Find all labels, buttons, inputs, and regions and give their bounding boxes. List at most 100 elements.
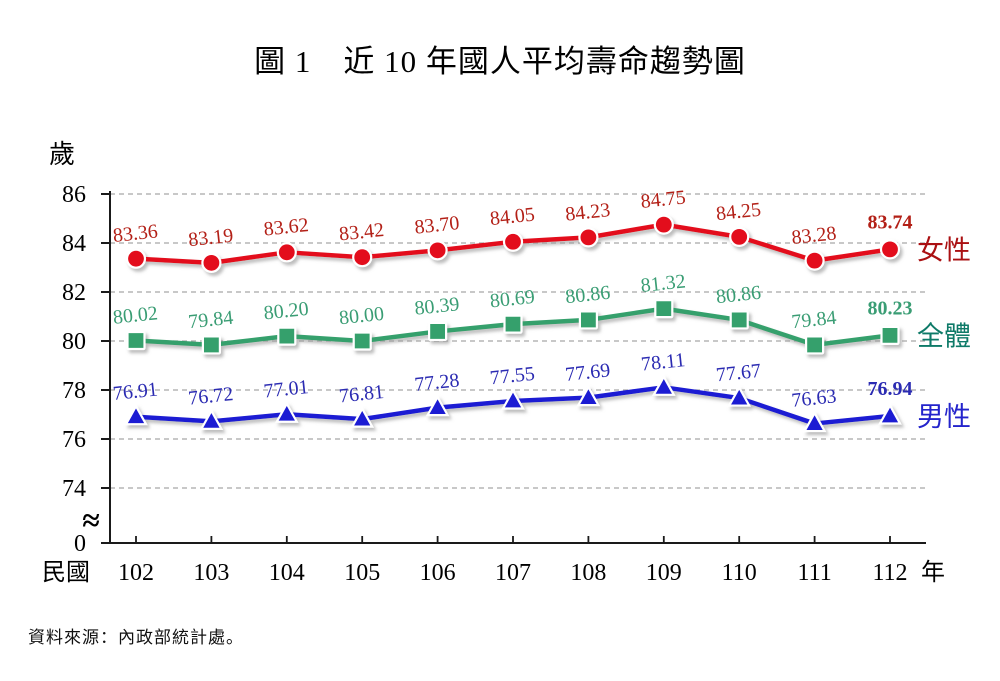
data-point-marker: [880, 325, 900, 345]
data-point-marker: [350, 406, 375, 428]
x-tick-label: 109: [646, 560, 682, 586]
x-tick-label: 108: [570, 560, 606, 586]
data-point-label: 78.11: [640, 349, 686, 376]
data-labels: 83.36 83.19 83.62 83.42 83.70 84.05 84.23 84.75…: [112, 186, 971, 432]
data-point-label: 83.62: [263, 214, 310, 241]
data-point-marker: [124, 403, 148, 426]
data-point-label: 84.75: [640, 186, 687, 213]
data-point-label: 77.28: [413, 369, 460, 396]
x-axis-suffix-label: 年: [921, 559, 945, 586]
data-point-label: 77.01: [263, 376, 310, 403]
data-point-marker: [352, 331, 372, 351]
data-point-marker: [277, 326, 297, 346]
data-point-label: 76.94: [868, 378, 913, 400]
data-point-label: 80.69: [489, 286, 536, 313]
data-point-label: 79.84: [790, 307, 837, 334]
y-axis-unit-label: 歲: [49, 140, 75, 169]
data-point-marker: [729, 226, 750, 247]
data-series: [124, 214, 902, 433]
data-point-marker: [804, 335, 825, 355]
data-point-label: 83.42: [338, 219, 385, 246]
y-tick-label: 80: [62, 329, 86, 355]
series-name-label-男性: 男性: [917, 402, 971, 432]
x-axis-prefix-label: 民國: [42, 560, 90, 586]
y-tick-label: 78: [62, 378, 86, 404]
data-point-marker: [428, 321, 448, 342]
series-全體: [126, 299, 900, 355]
data-point-marker: [578, 310, 599, 330]
data-point-marker: [502, 231, 524, 252]
data-point-marker: [425, 394, 450, 417]
y-tick-label: 82: [62, 280, 86, 306]
data-point-label: 79.84: [187, 307, 234, 334]
data-point-marker: [727, 385, 752, 407]
series-name-label-全體: 全體: [917, 321, 971, 351]
series-男性: [124, 374, 902, 433]
y-tick-label: 84: [62, 231, 86, 257]
data-point-label: 76.72: [187, 383, 234, 410]
source-note: 資料來源：內政部統計處。: [28, 628, 244, 647]
data-point-label: 80.39: [413, 293, 460, 320]
x-tick-label: 102: [118, 560, 154, 586]
data-point-marker: [653, 214, 674, 235]
data-point-label: 84.05: [489, 204, 536, 231]
data-point-label: 83.28: [790, 222, 837, 249]
data-point-marker: [651, 374, 676, 396]
data-point-label: 83.70: [413, 212, 460, 239]
x-tick-label: 104: [269, 560, 305, 586]
data-point-marker: [126, 330, 146, 351]
data-point-marker: [802, 410, 827, 433]
data-point-label: 77.67: [715, 360, 762, 387]
data-point-marker: [201, 252, 222, 273]
y-tick-label: 74: [62, 476, 86, 502]
data-point-label: 76.81: [338, 381, 385, 408]
data-point-marker: [576, 384, 601, 407]
data-point-label: 77.69: [564, 359, 611, 386]
data-point-label: 83.19: [187, 225, 234, 252]
data-point-marker: [501, 388, 525, 410]
axis-break-symbol: ≈: [82, 502, 100, 538]
data-point-marker: [878, 403, 902, 425]
x-tick-label: 112: [872, 560, 907, 586]
data-point-label: 84.23: [564, 199, 611, 226]
data-point-marker: [879, 239, 901, 260]
data-point-label: 80.23: [868, 297, 913, 319]
axes: 86 84 82 80 78 76 74 0≈ 歲 102 103 104 105 106 107 108 10…: [42, 140, 945, 586]
data-point-marker: [276, 242, 297, 263]
y-origin-label: 0: [74, 531, 86, 557]
series-女性: [125, 214, 901, 273]
data-point-label: 77.55: [489, 363, 536, 390]
data-point-label: 83.74: [868, 211, 913, 233]
y-tick-label: 76: [62, 427, 86, 453]
data-point-label: 76.63: [790, 385, 837, 412]
data-point-marker: [654, 299, 674, 319]
data-point-marker: [503, 314, 523, 334]
data-point-marker: [274, 401, 299, 423]
data-point-label: 81.32: [640, 270, 687, 297]
data-point-marker: [427, 240, 448, 261]
x-tick-label: 103: [193, 560, 229, 586]
data-point-label: 80.02: [112, 302, 159, 329]
x-tick-label: 110: [722, 560, 757, 586]
series-name-label-女性: 女性: [917, 235, 971, 265]
chart-title: 圖 1 近 10 年國人平均壽命趨勢圖: [254, 44, 746, 79]
x-tick-label: 111: [797, 560, 831, 586]
x-tick-label: 107: [495, 560, 531, 586]
data-point-marker: [125, 248, 147, 269]
gridlines: [110, 193, 926, 489]
data-point-label: 80.00: [338, 303, 385, 330]
x-tick-label: 105: [344, 560, 380, 586]
data-point-label: 80.86: [564, 282, 611, 309]
y-tick-label: 86: [62, 182, 86, 208]
data-point-marker: [201, 335, 221, 355]
data-point-marker: [578, 227, 599, 248]
data-point-label: 80.20: [263, 298, 310, 325]
data-point-label: 80.86: [715, 282, 762, 309]
data-point-marker: [199, 408, 224, 430]
data-point-marker: [729, 310, 749, 330]
data-point-label: 84.25: [715, 199, 762, 226]
x-tick-label: 106: [420, 560, 456, 586]
data-point-marker: [352, 247, 373, 268]
